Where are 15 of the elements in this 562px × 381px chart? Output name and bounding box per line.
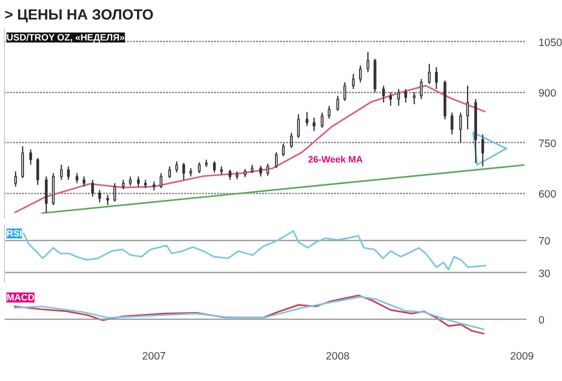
chart-title: > ЦЕНЫ НА ЗОЛОТО (4, 8, 154, 24)
y-tick-label: 750 (538, 138, 556, 150)
x-tick-label: 2007 (142, 350, 166, 362)
y-axis-title: USD/TROY OZ, «НЕДЕЛЯ» (6, 32, 125, 42)
series-label: 26-Week MA (308, 154, 364, 164)
y-tick-label: 70 (538, 236, 550, 248)
y-tick-label: 30 (538, 268, 550, 280)
ref-line-label: 0 (538, 314, 544, 326)
x-tick-label: 2009 (510, 350, 534, 362)
y-tick-label: 900 (538, 87, 556, 100)
y-axis-title: MACD (6, 292, 35, 302)
y-axis-title: RSI (6, 228, 22, 238)
y-tick-label: 1050 (538, 36, 562, 49)
x-tick-label: 2008 (326, 350, 350, 362)
y-tick-label: 600 (538, 188, 556, 200)
